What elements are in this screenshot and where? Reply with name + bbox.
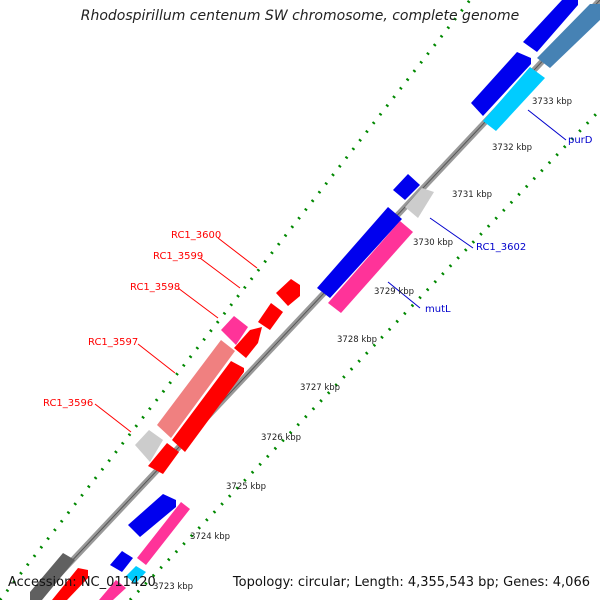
tick-3727: 3727 kbp xyxy=(300,383,340,393)
label-rc1-3599: RC1_3599 xyxy=(153,251,203,262)
gene-purd[interactable] xyxy=(483,67,545,131)
dotted-track-left xyxy=(0,0,472,600)
gene-rc1-3596[interactable] xyxy=(135,430,163,462)
forward-strand-genes xyxy=(317,0,600,313)
gene-rc1-3600[interactable] xyxy=(276,279,300,306)
gene-blue-small[interactable] xyxy=(393,174,420,200)
gene-blue-mid[interactable] xyxy=(317,207,402,298)
label-mutl: mutL xyxy=(425,304,451,315)
label-rc1-3598: RC1_3598 xyxy=(130,282,180,293)
gene-rc1-3598b[interactable] xyxy=(234,327,262,358)
gene-blue-top[interactable] xyxy=(523,0,578,52)
tick-3723: 3723 kbp xyxy=(153,582,193,592)
gene-cyan-lower[interactable] xyxy=(126,566,146,584)
gene-mutl[interactable] xyxy=(328,221,413,313)
gene-blue-lower[interactable] xyxy=(128,494,176,537)
tick-3728: 3728 kbp xyxy=(337,335,377,345)
accession-text: Accession: NC_011420 xyxy=(8,575,156,590)
label-connectors xyxy=(94,109,567,433)
genome-stats-text: Topology: circular; Length: 4,355,543 bp… xyxy=(232,575,590,590)
gene-steel-top[interactable] xyxy=(537,4,600,68)
tick-3726: 3726 kbp xyxy=(261,433,301,443)
gene-blue-upper[interactable] xyxy=(471,52,531,116)
gene-rc1-3597[interactable] xyxy=(157,340,235,438)
gene-rc1-3602[interactable] xyxy=(405,188,434,218)
tick-3725: 3725 kbp xyxy=(226,482,266,492)
tick-3732: 3732 kbp xyxy=(492,143,532,153)
tick-track xyxy=(128,108,600,600)
gene-rc1-3599[interactable] xyxy=(258,303,283,330)
label-purd: purD xyxy=(568,135,593,146)
tick-3731: 3731 kbp xyxy=(452,190,492,200)
label-rc1-3602: RC1_3602 xyxy=(476,242,526,253)
gene-pink-lower-b[interactable] xyxy=(99,580,126,600)
gene-rc1-3597b[interactable] xyxy=(172,361,244,452)
gene-rc1-3598[interactable] xyxy=(221,316,248,345)
reverse-strand-genes xyxy=(30,279,300,600)
tick-3724: 3724 kbp xyxy=(190,532,230,542)
map-title: Rhodospirillum centenum SW chromosome, c… xyxy=(80,8,520,24)
label-rc1-3600: RC1_3600 xyxy=(171,230,221,241)
gene-blue-lower-b[interactable] xyxy=(110,551,133,572)
tick-3733: 3733 kbp xyxy=(532,97,572,107)
gene-rc1-3596b[interactable] xyxy=(148,443,179,474)
label-rc1-3597: RC1_3597 xyxy=(88,337,138,348)
gene-red-lower[interactable] xyxy=(52,568,88,600)
gene-pink-lower[interactable] xyxy=(137,502,190,565)
tick-3730: 3730 kbp xyxy=(413,238,453,248)
gene-darkgray-lower[interactable] xyxy=(30,553,75,600)
label-rc1-3596: RC1_3596 xyxy=(43,398,93,409)
tick-3729: 3729 kbp xyxy=(374,287,414,297)
